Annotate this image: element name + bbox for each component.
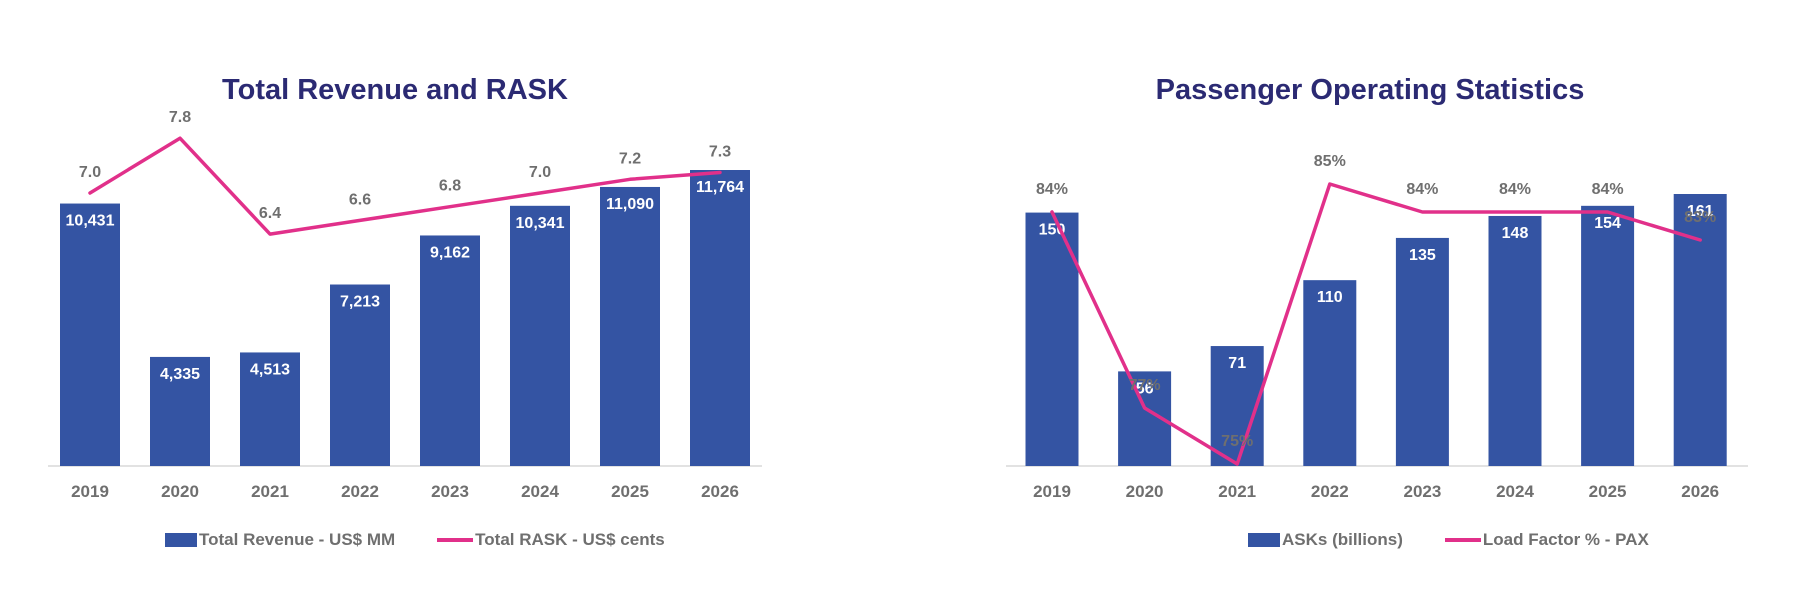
bar-data-label: 4,513 [250, 361, 290, 378]
chart-title: Passenger Operating Statistics [1155, 74, 1585, 106]
series-line [1050, 182, 1702, 466]
line-data-label: 7.0 [529, 164, 551, 181]
legend-label: Total RASK - US$ cents [475, 530, 665, 549]
bar-data-label: 10,431 [66, 213, 115, 230]
line-data-label: 84% [1499, 181, 1531, 198]
bar [330, 284, 390, 466]
revenue-rask-chart: Total Revenue and RASK 10,431 2019 4,335 20… [0, 0, 900, 607]
line-data-label: 77% [1129, 377, 1161, 394]
line-data-label: 6.6 [349, 191, 371, 208]
bar [1303, 280, 1357, 466]
x-tick-label: 2025 [611, 482, 649, 501]
bar-data-label: 4,335 [160, 366, 200, 383]
x-tick-label: 2019 [1033, 482, 1071, 501]
bar [690, 170, 750, 466]
bar [510, 205, 570, 467]
x-tick-label: 2023 [431, 482, 469, 501]
x-tick-label: 2026 [701, 482, 739, 501]
x-tick-label: 2022 [341, 482, 379, 501]
bar-data-label: 56 [1136, 380, 1154, 397]
line-data-label: 7.0 [79, 164, 101, 181]
bar [150, 356, 210, 466]
line-data-label: 7.8 [169, 109, 191, 126]
x-tick-label: 2024 [521, 482, 559, 501]
x-tick-label: 2020 [161, 482, 199, 501]
x-tick-label: 2019 [71, 482, 109, 501]
bar [1581, 205, 1635, 466]
x-tick-label: 2025 [1589, 482, 1627, 501]
bar [600, 186, 660, 466]
line-data-label: 84% [1406, 181, 1438, 198]
line-data-label: 84% [1592, 181, 1624, 198]
bar [1488, 215, 1542, 466]
bar-data-label: 10,341 [516, 215, 565, 232]
passenger-stats-chart: Passenger Operating Statistics 150 2019 56… [900, 0, 1820, 607]
line-data-label: 7.3 [709, 143, 731, 160]
x-tick-label: 2020 [1126, 482, 1164, 501]
passenger-stats-plot: 1502019562020712021110202213520231482024… [1006, 153, 1748, 501]
legend-swatch-bar [1248, 533, 1280, 547]
legend-label: ASKs (billions) [1282, 530, 1403, 549]
x-tick-label: 2026 [1681, 482, 1719, 501]
legend-label: Total Revenue - US$ MM [199, 530, 396, 549]
bar [240, 352, 300, 466]
bar-data-label: 11,764 [696, 179, 744, 196]
line-data-label: 75% [1221, 433, 1253, 450]
line-data-label: 83% [1684, 209, 1716, 226]
bar-data-label: 71 [1228, 355, 1246, 372]
line-data-label: 84% [1036, 181, 1068, 198]
revenue-rask-plot: 10,431 2019 4,335 2020 4,513 2021 7,213 2022 9,1… [48, 109, 762, 501]
bar-data-label: 11,090 [606, 196, 654, 213]
bar [60, 203, 120, 467]
line-data-label: 6.8 [439, 178, 461, 195]
chart-legend: Total Revenue - US$ MM Total RASK - US$ … [165, 530, 707, 550]
chart-legend: ASKs (billions) Load Factor % - PAX [1248, 530, 1691, 550]
line-data-label: 6.4 [259, 205, 281, 222]
x-tick-label: 2022 [1311, 482, 1349, 501]
bar-data-label: 148 [1502, 225, 1529, 242]
x-tick-label: 2021 [251, 482, 289, 501]
legend-swatch-line [437, 538, 474, 542]
legend-item-rask: Total RASK - US$ cents [437, 530, 665, 550]
bar-data-label: 161 [1687, 203, 1714, 220]
series-line [88, 136, 722, 236]
legend-item-revenue: Total Revenue - US$ MM [165, 530, 395, 550]
x-tick-label: 2024 [1496, 482, 1534, 501]
bar-data-label: 110 [1317, 289, 1343, 306]
line-data-label: 7.2 [619, 150, 641, 167]
legend-swatch-line [1444, 538, 1481, 542]
legend-item-load-factor: Load Factor % - PAX [1444, 530, 1649, 550]
bar [1395, 237, 1449, 466]
bar-data-label: 135 [1409, 247, 1436, 264]
bar [420, 235, 480, 466]
x-tick-label: 2023 [1403, 482, 1441, 501]
legend-swatch-bar [165, 533, 197, 547]
legend-item-asks: ASKs (billions) [1248, 530, 1403, 550]
bar-data-label: 7,213 [340, 294, 380, 311]
bar-data-label: 154 [1594, 215, 1621, 232]
line-data-label: 85% [1314, 153, 1346, 170]
bar-data-label: 9,162 [430, 244, 470, 261]
bar [1025, 212, 1079, 466]
legend-label: Load Factor % - PAX [1482, 530, 1649, 549]
x-tick-label: 2021 [1218, 482, 1256, 501]
chart-title: Total Revenue and RASK [222, 74, 568, 106]
